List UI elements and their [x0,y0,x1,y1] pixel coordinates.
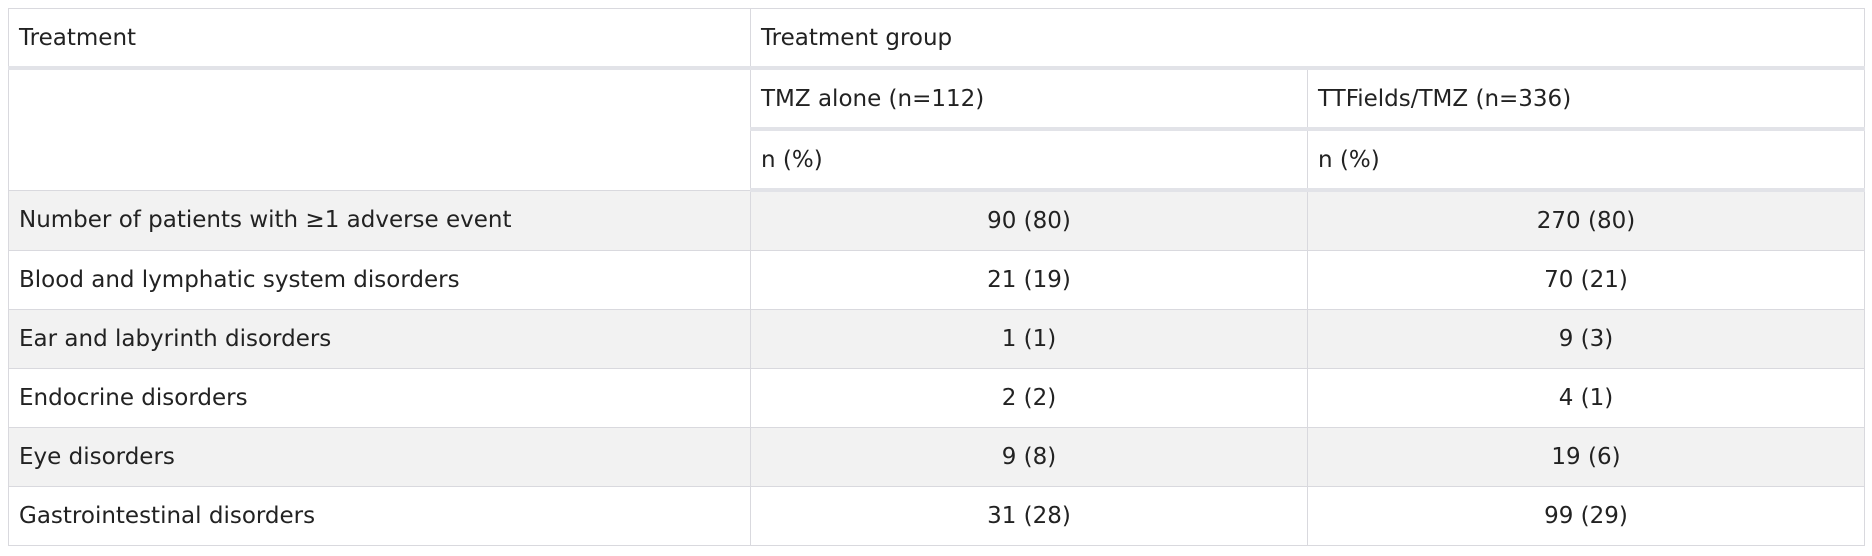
table-row: Gastrointestinal disorders 31 (28) 99 (2… [8,486,1865,546]
header-empty-cell [8,67,751,191]
table-body: Number of patients with ≥1 adverse event… [8,189,1865,546]
tmz-value: 21 (19) [750,250,1308,310]
header-row-2: TMZ alone (n=112) TTFields/TMZ (n=336) [8,67,1865,191]
ttf-value: 99 (29) [1307,486,1865,546]
adverse-events-table: Treatment Treatment group TMZ alone (n=1… [8,8,1865,546]
header-tmz-unit: n (%) [750,128,1308,192]
ttf-value: 270 (80) [1307,189,1865,251]
table-row: Blood and lymphatic system disorders 21 … [8,250,1865,310]
ttf-value: 70 (21) [1307,250,1865,310]
tmz-value: 9 (8) [750,427,1308,487]
table-container: Treatment Treatment group TMZ alone (n=1… [8,8,1865,546]
row-label: Number of patients with ≥1 adverse event [8,189,751,251]
header-treatment: Treatment [8,8,751,70]
table-header: Treatment Treatment group TMZ alone (n=1… [8,8,1865,192]
row-label: Ear and labyrinth disorders [8,309,751,369]
row-label: Blood and lymphatic system disorders [8,250,751,310]
header-tmz-alone: TMZ alone (n=112) [750,67,1308,131]
row-label: Gastrointestinal disorders [8,486,751,546]
row-label: Eye disorders [8,427,751,487]
ttf-value: 9 (3) [1307,309,1865,369]
table-row: Ear and labyrinth disorders 1 (1) 9 (3) [8,309,1865,369]
table-row: Number of patients with ≥1 adverse event… [8,189,1865,251]
table-row: Eye disorders 9 (8) 19 (6) [8,427,1865,487]
header-ttfields-tmz: TTFields/TMZ (n=336) [1307,67,1865,131]
tmz-value: 90 (80) [750,189,1308,251]
tmz-value: 1 (1) [750,309,1308,369]
header-treatment-group: Treatment group [750,8,1865,70]
ttf-value: 4 (1) [1307,368,1865,428]
header-row-1: Treatment Treatment group [8,8,1865,70]
tmz-value: 2 (2) [750,368,1308,428]
tmz-value: 31 (28) [750,486,1308,546]
row-label: Endocrine disorders [8,368,751,428]
header-ttf-unit: n (%) [1307,128,1865,192]
ttf-value: 19 (6) [1307,427,1865,487]
header-row-3: n (%) n (%) [9,128,1865,192]
table-row: Endocrine disorders 2 (2) 4 (1) [8,368,1865,428]
